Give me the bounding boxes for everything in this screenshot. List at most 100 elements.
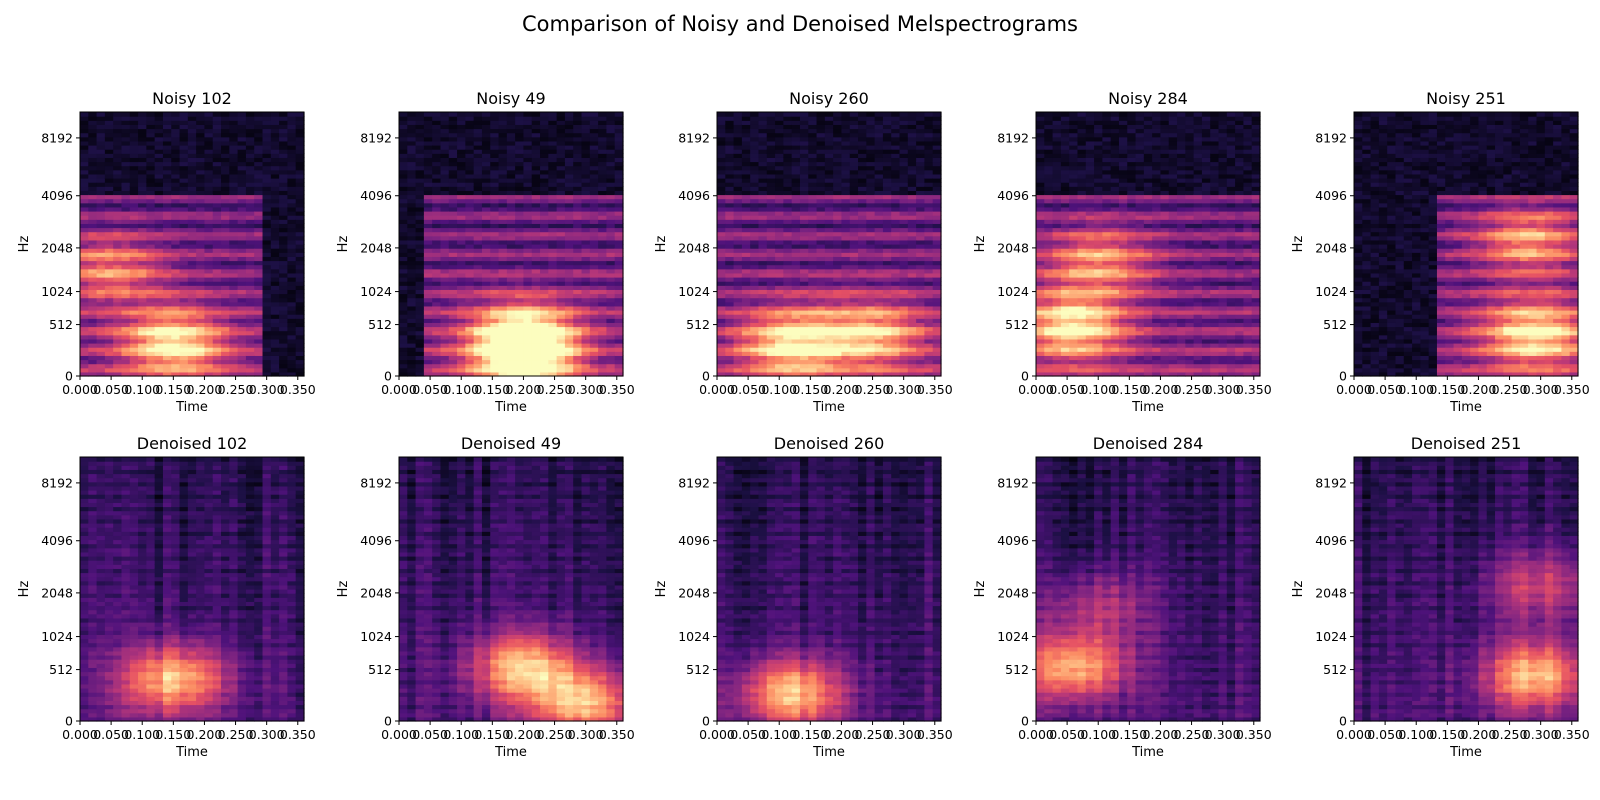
heatmap-cell (399, 264, 408, 270)
heatmap-cell (187, 231, 197, 237)
heatmap-cell (129, 169, 139, 175)
heatmap-cell (891, 371, 901, 377)
heatmap-cell (841, 326, 851, 332)
heatmap-cell (113, 289, 123, 295)
heatmap-cell (221, 194, 230, 200)
heatmap-cell (415, 281, 425, 286)
heatmap-cell (783, 219, 793, 224)
heatmap-cell (171, 351, 181, 356)
heatmap-cell (783, 116, 793, 121)
heatmap-cell (88, 165, 98, 171)
heatmap-cell (858, 202, 867, 208)
heatmap-cell (741, 330, 751, 336)
heatmap-cell (113, 124, 123, 130)
heatmap-cell (891, 289, 901, 295)
heatmap-cell (212, 289, 222, 295)
heatmap-cell (162, 235, 172, 241)
heatmap-cell (606, 215, 616, 220)
heatmap-cell (523, 169, 533, 175)
heatmap-cell (162, 371, 172, 377)
heatmap-cell (254, 252, 264, 257)
heatmap-cell (481, 211, 491, 216)
heatmap-cell (833, 215, 843, 220)
heatmap-cell (254, 351, 264, 356)
heatmap-cell (171, 260, 181, 266)
heatmap-cell (816, 314, 826, 319)
heatmap-cell (490, 124, 500, 130)
heatmap-cell (891, 338, 901, 344)
heatmap-cell (473, 173, 483, 179)
heatmap-cell (775, 338, 784, 344)
x-tick-label: 0.100 (443, 382, 479, 397)
heatmap-cell (717, 116, 726, 121)
heatmap-cell (432, 235, 442, 241)
heatmap-cell (833, 136, 843, 142)
heatmap-cell (791, 322, 801, 328)
heatmap-cell (725, 355, 735, 361)
heatmap-cell (531, 293, 541, 299)
heatmap-cell (498, 128, 508, 134)
heatmap-cell (481, 235, 491, 241)
heatmap-cell (179, 239, 189, 245)
heatmap-cell (606, 293, 616, 299)
heatmap-cell (858, 314, 867, 319)
heatmap-cell (80, 235, 89, 241)
heatmap-cell (399, 322, 408, 328)
heatmap-cell (104, 223, 114, 229)
heatmap-cell (882, 124, 892, 130)
heatmap-cell (882, 206, 892, 212)
heatmap-cell (254, 272, 264, 278)
heatmap-cell (891, 202, 901, 208)
heatmap-cell (816, 260, 826, 266)
heatmap-cell (457, 178, 466, 183)
heatmap-cell (96, 211, 106, 216)
heatmap-cell (129, 252, 139, 257)
heatmap-cell (733, 140, 743, 146)
heatmap-cell (775, 157, 784, 163)
heatmap-cell (146, 367, 156, 373)
heatmap-cell (104, 272, 114, 278)
heatmap-cell (473, 367, 483, 373)
heatmap-cell (279, 165, 289, 171)
heatmap-cell (262, 145, 272, 150)
heatmap-cell (88, 289, 98, 295)
heatmap-cell (717, 318, 726, 323)
heatmap-cell (783, 347, 793, 352)
heatmap-cell (540, 190, 549, 196)
heatmap-cell (399, 256, 408, 262)
heatmap-cell (766, 231, 776, 237)
heatmap-cell (766, 334, 776, 340)
heatmap-cell (121, 260, 131, 266)
heatmap-cell (891, 194, 901, 200)
heatmap-cell (891, 351, 901, 356)
heatmap-cell (171, 314, 181, 319)
heatmap-cell (589, 367, 599, 373)
x-tick-label: 0.150 (155, 382, 191, 397)
heatmap-cell (849, 330, 859, 336)
heatmap-cell (725, 272, 735, 278)
heatmap-cell (179, 128, 189, 134)
heatmap-cell (254, 165, 264, 171)
heatmap-cell (858, 363, 867, 369)
heatmap-cell (229, 281, 239, 286)
heatmap-cell (171, 231, 181, 237)
heatmap-cell (399, 293, 408, 299)
heatmap-cell (448, 198, 458, 204)
heatmap-cell (808, 326, 818, 332)
heatmap-cell (741, 153, 751, 158)
heatmap-cell (96, 145, 106, 150)
heatmap-cell (733, 314, 743, 319)
heatmap-cell (171, 186, 181, 191)
heatmap-cell (113, 145, 123, 150)
heatmap-cell (415, 260, 425, 266)
heatmap-cell (733, 211, 743, 216)
heatmap-cell (606, 173, 616, 179)
heatmap-cell (573, 239, 583, 245)
heatmap-cell (523, 202, 533, 208)
heatmap-cell (465, 235, 475, 241)
heatmap-cell (237, 252, 247, 257)
heatmap-cell (717, 322, 726, 328)
heatmap-cell (448, 190, 458, 196)
heatmap-cell (833, 128, 843, 134)
heatmap-cell (138, 367, 147, 373)
